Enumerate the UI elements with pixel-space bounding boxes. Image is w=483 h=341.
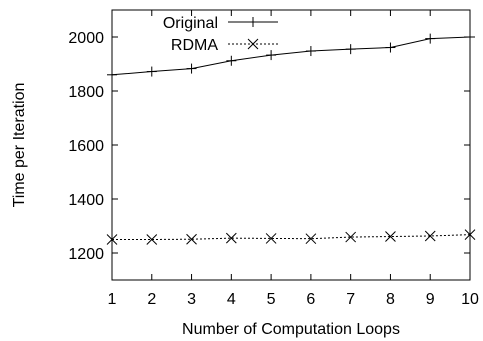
- data-point: [225, 232, 237, 244]
- x-tick-label: 6: [306, 291, 315, 308]
- data-point: [186, 233, 197, 245]
- legend-marker: [247, 38, 259, 50]
- marker-d2: [345, 231, 357, 243]
- data-point: [226, 55, 237, 66]
- marker-d2: [146, 234, 158, 245]
- series-layer: [106, 32, 476, 245]
- legend-item-original: Original: [163, 15, 278, 32]
- y-tick-label: 1800: [68, 84, 104, 101]
- x-tick-label: 4: [227, 291, 236, 308]
- marker-d2: [186, 233, 197, 245]
- series-line: [111, 36, 471, 76]
- data-point: [385, 231, 396, 242]
- marker-d2: [305, 233, 317, 245]
- y-tick-label: 1400: [68, 192, 104, 209]
- legend: Original RDMA: [163, 15, 278, 54]
- legend-marker: [248, 17, 258, 27]
- axes: 1 2 3 4 5 6 7 8 9 10 1200 1400 1600 1800 2000: [68, 9, 479, 308]
- data-point: [345, 44, 356, 55]
- x-tick-label: 7: [346, 291, 355, 308]
- marker-d2: [247, 38, 259, 50]
- marker-d2: [106, 234, 118, 245]
- data-point: [385, 42, 396, 53]
- marker-d2: [385, 231, 396, 242]
- data-point: [424, 230, 436, 242]
- marker-d2: [424, 230, 436, 242]
- data-point: [107, 69, 117, 80]
- data-point: [425, 33, 436, 44]
- data-point: [265, 233, 277, 244]
- series-line: [112, 234, 471, 240]
- x-tick-label: 1: [108, 291, 117, 308]
- data-point: [305, 46, 316, 57]
- data-point: [305, 233, 317, 245]
- series-rdma: [106, 229, 476, 245]
- x-tick-label: 8: [386, 291, 395, 308]
- y-tick-label: 1600: [68, 138, 104, 155]
- x-tick-label: 5: [267, 291, 276, 308]
- x-tick-label: 9: [426, 291, 435, 308]
- x-tick-label: 3: [187, 291, 196, 308]
- legend-item-rdma: RDMA: [171, 37, 278, 54]
- marker-d2: [225, 232, 237, 244]
- marker-d2: [464, 229, 476, 240]
- y-tick-label: 2000: [68, 30, 104, 47]
- data-point: [186, 63, 197, 74]
- x-tick-label: 10: [461, 291, 479, 308]
- y-axis-title: Time per Iteration: [11, 83, 28, 208]
- series-original: [107, 32, 475, 80]
- data-point: [345, 231, 357, 243]
- legend-label: RDMA: [171, 37, 218, 54]
- x-tick-label: 2: [147, 291, 156, 308]
- data-point: [106, 234, 118, 245]
- marker-d2: [265, 233, 277, 244]
- data-point: [266, 50, 277, 61]
- data-point: [146, 66, 157, 77]
- data-point: [146, 234, 158, 245]
- y-tick-label: 1200: [68, 246, 104, 263]
- data-point: [465, 32, 475, 42]
- data-point: [464, 229, 476, 240]
- x-axis-title: Number of Computation Loops: [182, 321, 400, 338]
- legend-label: Original: [163, 15, 218, 32]
